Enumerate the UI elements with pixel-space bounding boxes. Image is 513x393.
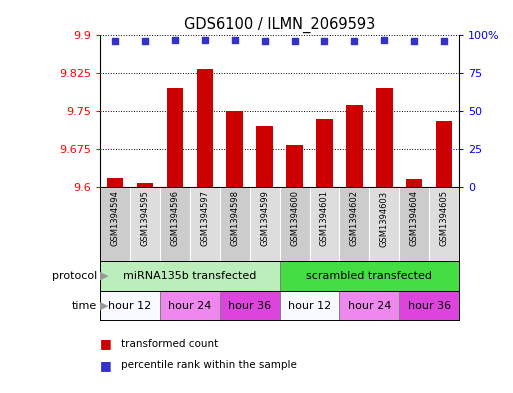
Bar: [100, 187, 130, 261]
Text: time: time: [72, 301, 97, 310]
Text: transformed count: transformed count: [121, 339, 218, 349]
Text: hour 36: hour 36: [408, 301, 451, 310]
Text: GSM1394595: GSM1394595: [141, 190, 149, 246]
Point: [201, 37, 209, 43]
Text: GSM1394600: GSM1394600: [290, 190, 299, 246]
Text: hour 24: hour 24: [348, 301, 391, 310]
Bar: [340, 187, 369, 261]
Text: GSM1394597: GSM1394597: [200, 190, 209, 246]
Point: [261, 38, 269, 44]
Bar: [406, 179, 423, 187]
Bar: [429, 187, 459, 261]
Bar: [107, 178, 123, 187]
Point: [141, 38, 149, 44]
Bar: [376, 88, 392, 187]
Text: hour 12: hour 12: [108, 301, 151, 310]
Bar: [226, 111, 243, 187]
Point: [290, 38, 299, 44]
Bar: [436, 121, 452, 187]
Point: [380, 37, 388, 43]
Text: GSM1394598: GSM1394598: [230, 190, 239, 246]
Text: GSM1394604: GSM1394604: [410, 190, 419, 246]
Text: GSM1394603: GSM1394603: [380, 190, 389, 246]
Text: hour 12: hour 12: [288, 301, 331, 310]
Bar: [280, 187, 309, 261]
Bar: [190, 187, 220, 261]
Text: percentile rank within the sample: percentile rank within the sample: [121, 360, 297, 371]
Bar: [280, 291, 340, 320]
Text: scrambled transfected: scrambled transfected: [306, 271, 432, 281]
Text: ■: ■: [100, 359, 112, 372]
Bar: [160, 291, 220, 320]
Text: hour 36: hour 36: [228, 301, 271, 310]
Text: miRNA135b transfected: miRNA135b transfected: [123, 271, 256, 281]
Text: GSM1394599: GSM1394599: [260, 190, 269, 246]
Text: GSM1394596: GSM1394596: [170, 190, 180, 246]
Bar: [100, 261, 280, 291]
Bar: [309, 187, 340, 261]
Bar: [346, 105, 363, 187]
Bar: [250, 187, 280, 261]
Bar: [280, 261, 459, 291]
Point: [171, 37, 179, 43]
Bar: [196, 69, 213, 187]
Bar: [220, 291, 280, 320]
Text: protocol: protocol: [52, 271, 97, 281]
Bar: [399, 291, 459, 320]
Point: [440, 38, 448, 44]
Text: ▶: ▶: [100, 301, 108, 310]
Bar: [256, 126, 273, 187]
Bar: [399, 187, 429, 261]
Point: [320, 38, 328, 44]
Bar: [100, 291, 160, 320]
Point: [350, 38, 359, 44]
Bar: [369, 187, 399, 261]
Bar: [340, 291, 399, 320]
Text: GSM1394605: GSM1394605: [440, 190, 449, 246]
Text: GSM1394601: GSM1394601: [320, 190, 329, 246]
Bar: [286, 145, 303, 187]
Text: GSM1394602: GSM1394602: [350, 190, 359, 246]
Bar: [316, 119, 333, 187]
Bar: [136, 183, 153, 187]
Point: [111, 38, 119, 44]
Point: [230, 37, 239, 43]
Text: ▶: ▶: [100, 271, 108, 281]
Bar: [167, 88, 183, 187]
Text: ■: ■: [100, 337, 112, 351]
Text: hour 24: hour 24: [168, 301, 211, 310]
Bar: [130, 187, 160, 261]
Text: GSM1394594: GSM1394594: [110, 190, 120, 246]
Bar: [160, 187, 190, 261]
Title: GDS6100 / ILMN_2069593: GDS6100 / ILMN_2069593: [184, 17, 375, 33]
Bar: [220, 187, 250, 261]
Point: [410, 38, 418, 44]
